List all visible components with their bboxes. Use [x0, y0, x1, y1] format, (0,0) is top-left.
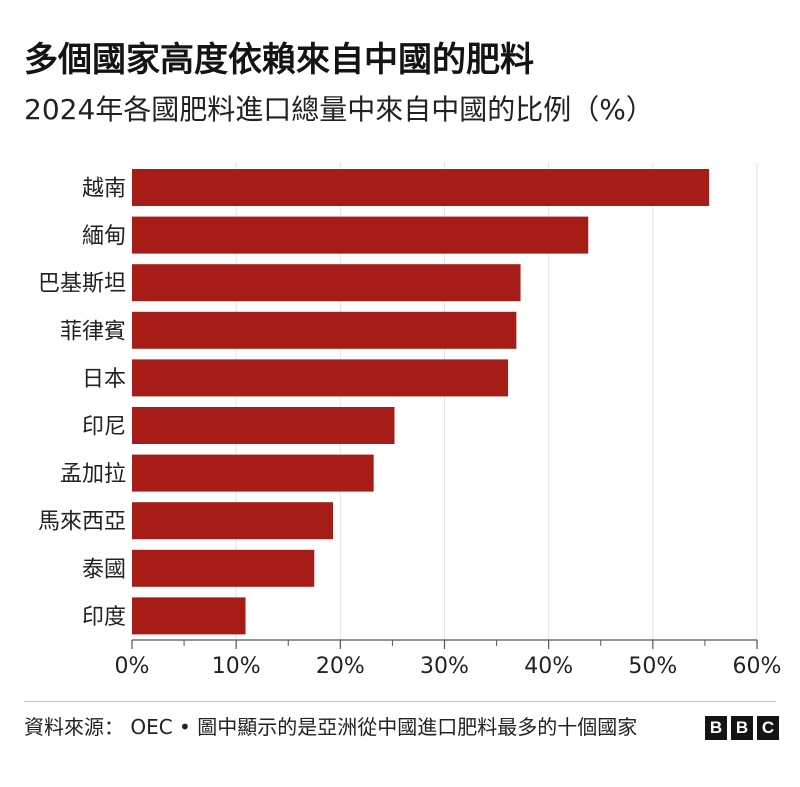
x-tick-label: 40% [524, 654, 573, 679]
x-tick-label: 60% [733, 654, 782, 679]
bar [132, 169, 710, 206]
logo-letter: B [731, 716, 753, 740]
bar [132, 407, 395, 444]
x-tick-label: 0% [115, 654, 150, 679]
source-note: 資料來源： OEC • 圖中顯示的是亞洲從中國進口肥料最多的十個國家 [24, 715, 638, 739]
category-label: 日本 [82, 367, 126, 392]
bar [132, 359, 509, 397]
logo-letter: C [757, 716, 779, 740]
bar [132, 311, 517, 349]
x-axis: 0% 10% 20% 30% 40% 50% 60% [115, 639, 782, 679]
bar [132, 454, 374, 492]
x-tick-label: 20% [316, 654, 365, 679]
x-tick-label: 50% [628, 654, 677, 679]
category-label: 印尼 [82, 415, 126, 440]
logo-letter: B [705, 716, 727, 740]
footer-divider [24, 701, 776, 702]
bar [132, 597, 246, 635]
category-label: 泰國 [82, 557, 126, 582]
bar [132, 216, 589, 254]
chart-subtitle: 2024年各國肥料進口總量中來自中國的比例（%） [24, 93, 654, 126]
category-label: 孟加拉 [60, 462, 126, 487]
category-label: 馬來西亞 [38, 510, 126, 535]
bbc-logo: B B C [705, 716, 779, 740]
category-label: 巴基斯坦 [38, 272, 126, 297]
x-tick-label: 10% [212, 654, 261, 679]
bar [132, 264, 521, 302]
x-tick-label: 30% [420, 654, 469, 679]
chart-title: 多個國家高度依賴來自中國的肥料 [24, 40, 534, 80]
category-label: 印度 [82, 605, 126, 630]
bars [132, 169, 710, 635]
category-label: 越南 [82, 177, 126, 202]
category-label: 菲律賓 [60, 319, 126, 344]
bar [132, 502, 334, 540]
bar [132, 549, 315, 587]
category-label: 緬甸 [82, 224, 126, 249]
